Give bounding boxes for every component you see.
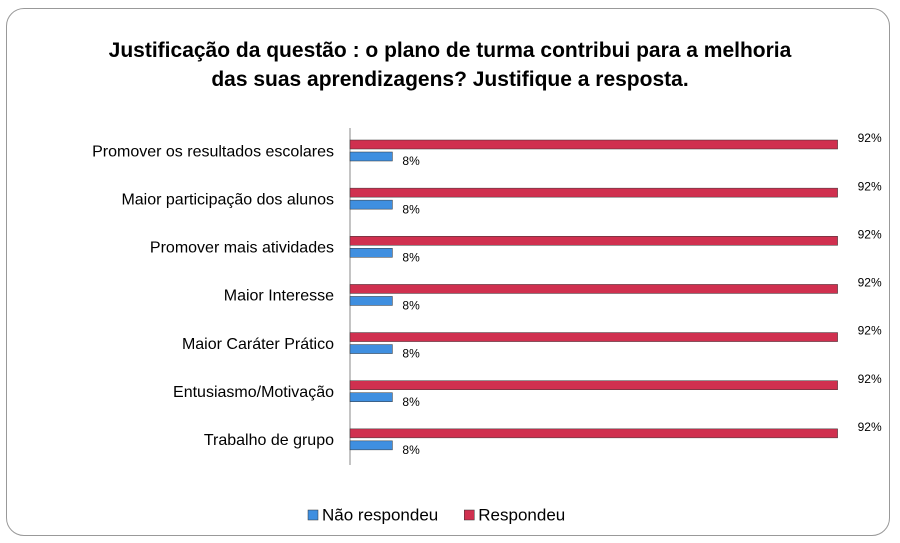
data-label: 8% — [402, 202, 420, 216]
y-tick-label: Maior Caráter Prático — [182, 336, 334, 353]
bar — [349, 139, 838, 150]
y-tick-label: Maior Interesse — [224, 288, 334, 305]
y-tick-label: Trabalho de grupo — [204, 432, 334, 449]
bar — [349, 332, 838, 342]
bar — [349, 296, 393, 306]
data-label: 8% — [402, 395, 420, 409]
data-label: 92% — [858, 131, 882, 145]
bar — [349, 440, 393, 451]
y-tick-label: Maior participação dos alunos — [121, 191, 334, 208]
data-label: 8% — [402, 347, 420, 361]
data-label: 92% — [858, 372, 882, 386]
y-tick-label: Promover mais atividades — [150, 240, 334, 257]
bar — [349, 344, 393, 354]
data-label: 92% — [858, 276, 882, 290]
legend-label: Não respondeu — [322, 505, 438, 524]
y-tick-label: Entusiasmo/Motivação — [173, 384, 334, 401]
data-label: 92% — [858, 324, 882, 338]
data-label: 92% — [858, 227, 882, 241]
bar — [349, 284, 838, 294]
y-tick-label: Promover os resultados escolares — [92, 143, 334, 160]
data-label: 8% — [402, 250, 420, 264]
data-label: 8% — [402, 299, 420, 313]
bar — [349, 199, 393, 210]
bar — [349, 248, 393, 258]
bar — [349, 236, 838, 246]
legend-label: Respondeu — [478, 505, 565, 524]
bar — [349, 380, 838, 390]
legend-swatch — [307, 509, 319, 521]
bar — [349, 392, 393, 402]
bar — [349, 187, 838, 198]
data-label: 92% — [858, 420, 882, 434]
bar — [349, 428, 838, 439]
data-label: 8% — [402, 443, 420, 457]
data-label: 8% — [402, 154, 420, 168]
data-label: 92% — [858, 179, 882, 193]
chart-title: Justificação da questão : o plano de tur… — [108, 39, 792, 91]
legend-swatch — [464, 509, 475, 521]
bar — [349, 151, 393, 162]
chart-frame — [6, 8, 890, 536]
